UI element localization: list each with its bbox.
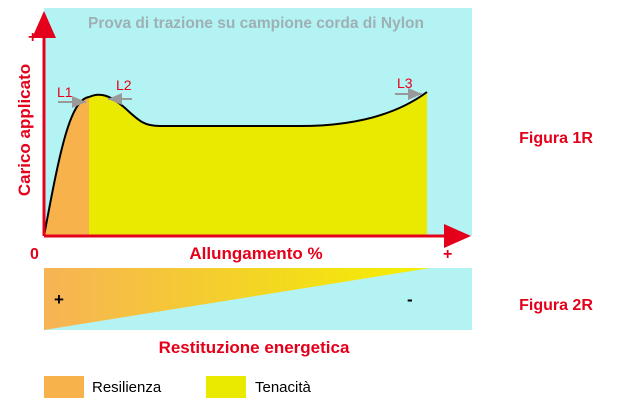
- caption: Figura 2R: [519, 297, 593, 314]
- gradient-triangle: [44, 268, 430, 330]
- legend-label: Resilienza: [92, 379, 162, 396]
- marker-label: L1: [57, 84, 73, 100]
- y-axis-label: Carico applicato: [15, 64, 34, 196]
- origin: 0: [30, 246, 39, 263]
- y-axis-plus: +: [28, 29, 37, 46]
- marker-label: L2: [116, 77, 132, 93]
- plus: +: [54, 290, 64, 309]
- legend-swatch: [206, 376, 246, 398]
- curve: [43, 91, 428, 237]
- legend-swatch: [44, 376, 84, 398]
- caption: Figura 1R: [519, 130, 593, 147]
- toughness-area: [89, 92, 427, 236]
- x-axis-plus: +: [443, 246, 452, 263]
- legend-label: Tenacità: [255, 379, 312, 396]
- x-axis-label: Allungamento %: [189, 244, 322, 263]
- resilience-area: [44, 97, 89, 236]
- title: Prova di trazione su campione corda di N…: [88, 15, 424, 32]
- marker-label: L3: [397, 75, 413, 91]
- minus: -: [407, 290, 413, 309]
- label: Restituzione energetica: [159, 338, 350, 357]
